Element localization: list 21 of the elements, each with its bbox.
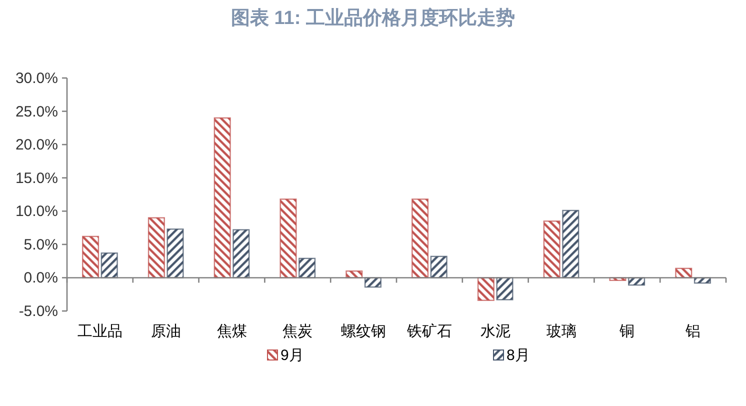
ytick: 20.0%: [15, 136, 58, 154]
xtick: 原油: [150, 323, 181, 340]
ytick: 30.0%: [15, 70, 58, 87]
ytick: 15.0%: [15, 170, 58, 187]
xtick: 铁矿石: [406, 323, 452, 340]
xtick: 水泥: [480, 323, 510, 340]
ytick: 25.0%: [15, 103, 58, 120]
xtick: 铜: [620, 323, 635, 340]
xtick: 焦炭: [282, 323, 313, 340]
legend-label: 9月: [280, 347, 304, 364]
title: 图表 11: 工业品价格月度环比走势: [231, 8, 515, 29]
xtick: 焦煤: [216, 323, 247, 340]
legend-label: 8月: [506, 347, 530, 364]
xtick: 螺纹钢: [341, 323, 386, 340]
ytick: -5.0%: [18, 303, 58, 320]
ytick: 0.0%: [24, 270, 58, 287]
ytick: 10.0%: [15, 203, 58, 220]
ytick: 5.0%: [24, 236, 58, 254]
xtick: 铝: [686, 323, 701, 340]
xtick: 工业品: [77, 323, 122, 340]
xtick: 玻璃: [546, 323, 576, 340]
